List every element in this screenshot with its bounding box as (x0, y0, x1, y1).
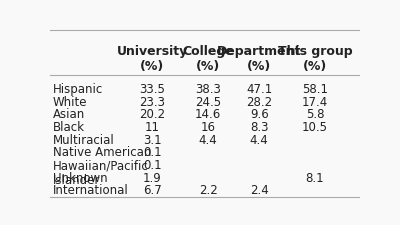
Text: College
(%): College (%) (182, 44, 234, 72)
Text: Hawaiian/Pacific
Islander: Hawaiian/Pacific Islander (53, 158, 149, 186)
Text: Department
(%): Department (%) (217, 44, 302, 72)
Text: 11: 11 (145, 120, 160, 133)
Text: Hispanic: Hispanic (53, 82, 103, 95)
Text: 47.1: 47.1 (246, 82, 272, 95)
Text: 17.4: 17.4 (302, 95, 328, 108)
Text: 10.5: 10.5 (302, 120, 328, 133)
Text: 58.1: 58.1 (302, 82, 328, 95)
Text: 16: 16 (200, 120, 216, 133)
Text: 0.1: 0.1 (143, 146, 162, 159)
Text: International: International (53, 184, 129, 197)
Text: 28.2: 28.2 (246, 95, 272, 108)
Text: Unknown: Unknown (53, 171, 108, 184)
Text: 8.3: 8.3 (250, 120, 268, 133)
Text: Black: Black (53, 120, 85, 133)
Text: 9.6: 9.6 (250, 108, 269, 121)
Text: Multiracial: Multiracial (53, 133, 115, 146)
Text: 33.5: 33.5 (139, 82, 165, 95)
Text: 5.8: 5.8 (306, 108, 324, 121)
Text: White: White (53, 95, 88, 108)
Text: 0.1: 0.1 (143, 158, 162, 171)
Text: 2.2: 2.2 (199, 184, 218, 197)
Text: University
(%): University (%) (117, 44, 188, 72)
Text: 4.4: 4.4 (250, 133, 269, 146)
Text: Asian: Asian (53, 108, 85, 121)
Text: 20.2: 20.2 (139, 108, 165, 121)
Text: 23.3: 23.3 (139, 95, 165, 108)
Text: This group
(%): This group (%) (278, 44, 352, 72)
Text: 6.7: 6.7 (143, 184, 162, 197)
Text: 2.4: 2.4 (250, 184, 269, 197)
Text: Native American: Native American (53, 146, 152, 159)
Text: 1.9: 1.9 (143, 171, 162, 184)
Text: 14.6: 14.6 (195, 108, 221, 121)
Text: 3.1: 3.1 (143, 133, 162, 146)
Text: 4.4: 4.4 (199, 133, 218, 146)
Text: 38.3: 38.3 (195, 82, 221, 95)
Text: 24.5: 24.5 (195, 95, 221, 108)
Text: 8.1: 8.1 (306, 171, 324, 184)
